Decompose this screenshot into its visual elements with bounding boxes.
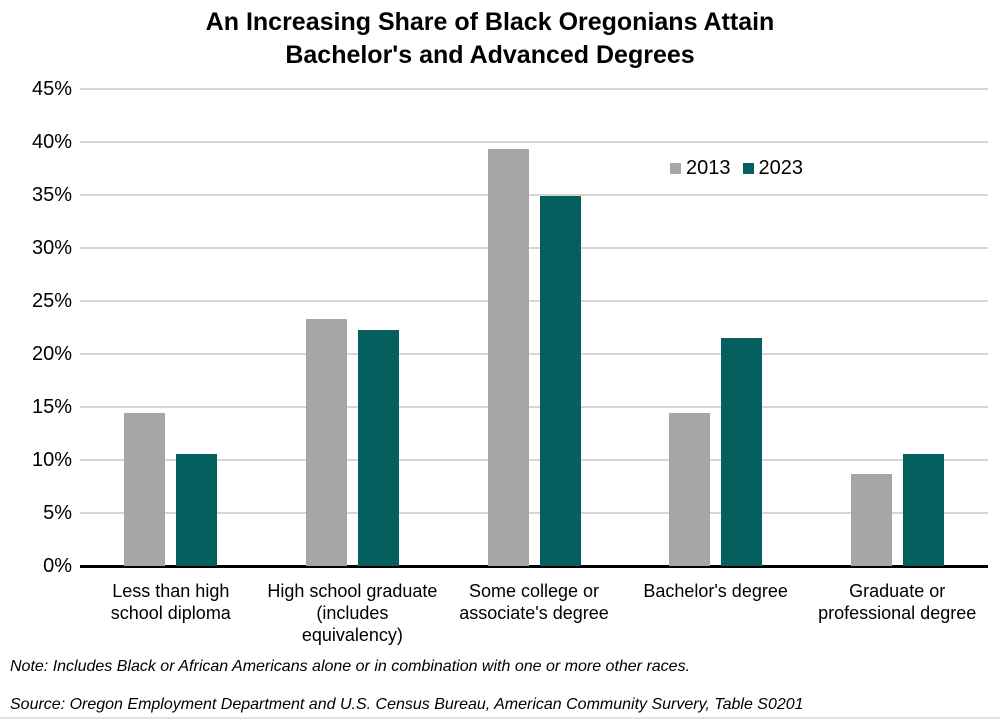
- x-axis-category-label: Bachelor's degree: [643, 581, 788, 601]
- bar-2023: [539, 196, 581, 566]
- gridline: [80, 300, 988, 302]
- legend-item-2023: 2023: [742, 156, 804, 180]
- legend-swatch-2013: [670, 162, 681, 174]
- gridline: [80, 88, 988, 90]
- gridline: [80, 247, 988, 249]
- y-axis-tick-label: 25%: [31, 290, 72, 312]
- y-axis-tick-label: 0%: [43, 555, 72, 577]
- bar-2013: [124, 413, 166, 566]
- x-axis-category-label: High school graduate (includes equivalen…: [267, 581, 438, 645]
- bar-2013: [305, 319, 347, 566]
- y-axis-tick-label: 20%: [31, 343, 72, 365]
- x-axis-category-label: Graduate or professional degree: [818, 581, 977, 623]
- bar-2013: [487, 149, 529, 566]
- bar-2023: [357, 329, 399, 566]
- x-axis-category-label: Less than high school diploma: [110, 581, 231, 623]
- y-axis-tick-label: 10%: [31, 449, 72, 471]
- chart-title: An Increasing Share of Black Oregonians …: [0, 6, 980, 72]
- legend: 2013 2023: [670, 156, 803, 180]
- y-axis-tick-label: 35%: [31, 184, 72, 206]
- legend-item-2013: 2013: [670, 157, 731, 180]
- bar-2013: [669, 413, 711, 566]
- bottom-border: [0, 717, 1000, 719]
- y-axis-tick-label: 45%: [31, 78, 72, 100]
- y-axis-tick-label: 15%: [31, 396, 72, 418]
- bar-2023: [176, 453, 218, 566]
- chart-title-line2: Bachelor's and Advanced Degrees: [285, 41, 695, 69]
- note-text: Note: Includes Black or African American…: [10, 658, 691, 675]
- source-text: Source: Oregon Employment Department and…: [10, 696, 804, 713]
- gridline: [80, 406, 988, 408]
- bar-2013: [850, 473, 892, 566]
- y-axis-tick-label: 40%: [31, 131, 72, 153]
- bar-2023: [902, 453, 944, 566]
- x-axis-category-label: Some college or associate's degree: [459, 581, 609, 623]
- gridline: [80, 459, 988, 461]
- x-axis-line: [80, 565, 988, 568]
- legend-swatch-2023: [742, 162, 754, 174]
- gridline: [80, 194, 988, 196]
- bar-2023: [721, 338, 763, 566]
- gridline: [80, 353, 988, 355]
- gridline: [80, 512, 988, 514]
- legend-label-2013: 2013: [686, 156, 731, 179]
- chart-title-line1: An Increasing Share of Black Oregonians …: [205, 8, 775, 36]
- y-axis-tick-label: 30%: [31, 237, 72, 259]
- gridline: [80, 141, 988, 143]
- legend-label-2023: 2023: [758, 156, 804, 179]
- y-axis-tick-label: 5%: [43, 502, 72, 524]
